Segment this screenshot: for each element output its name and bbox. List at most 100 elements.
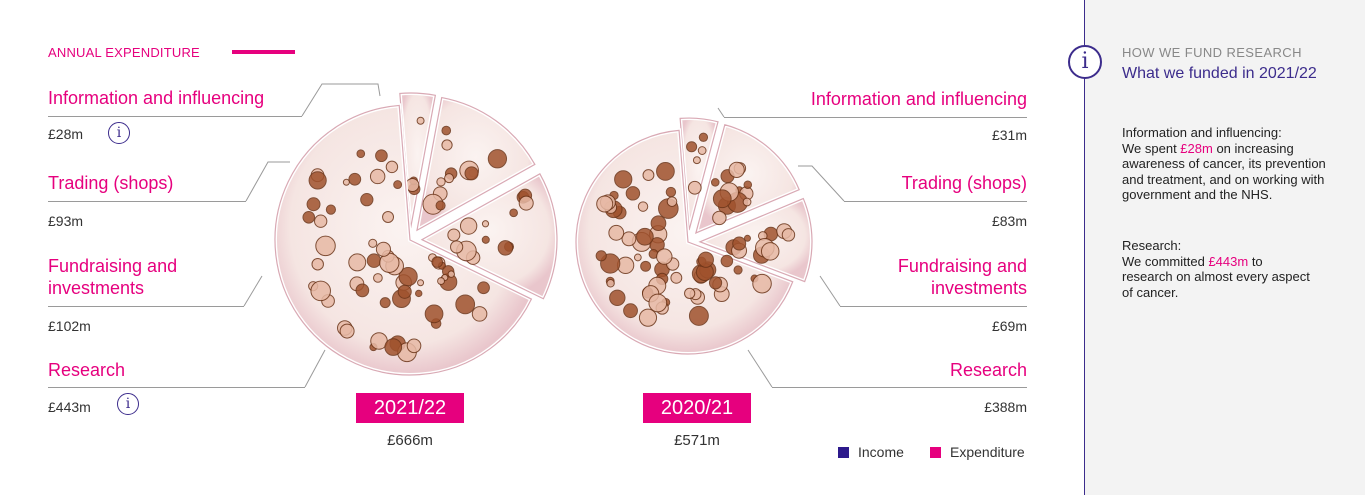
colony-dot — [397, 284, 412, 299]
sidebar-panel — [1084, 0, 1365, 495]
colony-dot — [518, 195, 534, 211]
colony-dot — [781, 228, 796, 242]
colony-dot — [733, 265, 743, 275]
year-badge-2021-22: 2021/22 — [356, 393, 464, 423]
colony-dot — [393, 180, 403, 190]
left-value-fundraising: £102m — [48, 318, 91, 334]
colony-dot — [697, 251, 714, 268]
colony-dot — [596, 195, 614, 213]
highlight-amount: £28m — [1180, 140, 1213, 156]
colony-dot — [692, 156, 701, 165]
total-2020-21: £571m — [674, 432, 720, 449]
year-badge-2020-21: 2020/21 — [643, 393, 751, 423]
pie-slice-fundraising-and-investments — [417, 171, 559, 302]
right-value-research: £388m — [984, 399, 1027, 415]
colony-dot — [497, 240, 514, 256]
colony-dot — [464, 166, 479, 181]
colony-dot — [441, 139, 453, 151]
colony-dot — [306, 197, 321, 212]
colony-dot — [638, 308, 658, 327]
sidebar-eyebrow: HOW WE FUND RESEARCH — [1122, 45, 1302, 60]
right-label-research: Research — [949, 360, 1027, 380]
colony-dot — [687, 180, 702, 195]
leader-line — [48, 306, 244, 307]
highlight-amount: £443m — [1208, 253, 1249, 269]
colony-dot — [732, 236, 747, 251]
leader-line — [844, 201, 1027, 202]
colony-dot — [614, 170, 633, 189]
colony-dot — [406, 338, 422, 354]
sidebar-section-information: Information and influencing: We spent £2… — [1122, 125, 1327, 203]
colony-dot — [728, 161, 745, 178]
sidebar-heading: What we funded in 2021/22 — [1122, 65, 1317, 82]
pie-slice-outline — [420, 173, 558, 300]
colony-dot — [625, 186, 641, 201]
colony-dot — [708, 276, 723, 290]
colony-dot — [315, 235, 336, 257]
info-icon[interactable]: i — [108, 122, 130, 144]
colony-dot — [760, 242, 780, 261]
colony-dot — [416, 116, 425, 125]
colony-dot — [302, 211, 316, 224]
colony-dot — [710, 178, 720, 187]
pie-slice-outline — [399, 92, 437, 229]
leader-line — [48, 387, 305, 388]
info-icon[interactable]: i — [1068, 45, 1102, 79]
leader-line — [772, 387, 1027, 388]
colony-dot — [743, 180, 753, 189]
colony-dot — [325, 204, 336, 215]
colony-dot — [379, 297, 391, 309]
legend-swatch-income — [838, 447, 849, 458]
colony-dot — [621, 231, 637, 247]
colony-dot — [360, 193, 374, 207]
colony-dot — [447, 228, 461, 242]
colony-dot — [314, 214, 328, 228]
title-accent-bar — [232, 50, 295, 54]
colony-dot — [366, 253, 382, 268]
colony-dot — [743, 234, 751, 242]
colony-dot — [648, 293, 668, 313]
pie-slice-trading-shops- — [414, 95, 538, 235]
pie-slice-fundraising-and-investments — [694, 195, 814, 285]
pie-2021-22 — [273, 91, 559, 377]
leader-line — [840, 306, 1027, 307]
colony-dot — [342, 178, 350, 186]
legend-swatch-expenditure — [930, 447, 941, 458]
colony-dot — [369, 168, 386, 185]
colony-dot — [339, 323, 355, 339]
colony-dot — [688, 305, 709, 326]
legend-label-income: Income — [858, 444, 904, 460]
right-value-fundraising: £69m — [991, 318, 1027, 334]
right-label-fundraising: Fundraising and investments — [897, 256, 1027, 298]
pie-slice-trading-shops- — [692, 122, 802, 237]
colony-dot — [447, 270, 455, 278]
colony-dot — [698, 132, 709, 142]
colony-dot — [311, 257, 324, 271]
colony-dot — [348, 172, 362, 186]
colony-dot — [441, 125, 452, 136]
colony-dot — [650, 215, 667, 232]
colony-dot — [684, 287, 696, 299]
colony-dot — [752, 273, 772, 294]
left-value-research: £443m — [48, 399, 91, 415]
pie-slice-research — [574, 128, 796, 356]
colony-dot — [742, 197, 752, 207]
info-icon[interactable]: i — [117, 393, 139, 415]
colony-dot — [415, 289, 423, 298]
pie-slice-outline — [575, 129, 794, 355]
colony-dot — [450, 240, 464, 254]
colony-dot — [720, 254, 734, 268]
colony-dot — [417, 279, 425, 287]
right-value-trading: £83m — [991, 213, 1027, 229]
left-label-trading: Trading (shops) — [48, 173, 174, 193]
colony-dot — [455, 294, 476, 315]
colony-dot — [444, 173, 455, 184]
right-label-trading: Trading (shops) — [901, 173, 1027, 193]
colony-dot — [373, 273, 383, 283]
colony-dot — [606, 279, 615, 288]
colony-dot — [509, 208, 518, 218]
colony-dot — [609, 289, 626, 306]
legend-label-expenditure: Expenditure — [950, 444, 1025, 460]
colony-dot — [435, 200, 446, 211]
colony-dot — [712, 189, 732, 209]
